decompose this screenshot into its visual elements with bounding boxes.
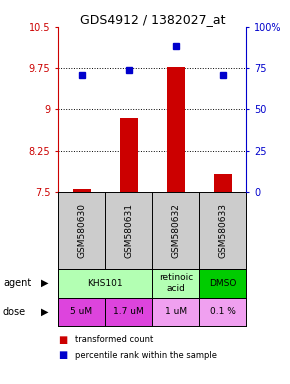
Text: KHS101: KHS101 bbox=[87, 279, 123, 288]
Bar bbox=[167, 67, 185, 192]
Bar bbox=[120, 118, 138, 192]
Bar bbox=[152, 269, 200, 298]
Title: GDS4912 / 1382027_at: GDS4912 / 1382027_at bbox=[79, 13, 225, 26]
Bar bbox=[152, 298, 200, 326]
Text: GSM580633: GSM580633 bbox=[218, 203, 227, 258]
Bar bbox=[105, 298, 152, 326]
Text: 0.1 %: 0.1 % bbox=[210, 308, 236, 316]
Text: ■: ■ bbox=[58, 350, 67, 360]
Text: ▶: ▶ bbox=[41, 307, 49, 317]
Text: 1.7 uM: 1.7 uM bbox=[113, 308, 144, 316]
Bar bbox=[72, 189, 90, 192]
Text: 5 uM: 5 uM bbox=[70, 308, 93, 316]
Bar bbox=[199, 269, 246, 298]
Text: ▶: ▶ bbox=[41, 278, 49, 288]
Text: retinoic
acid: retinoic acid bbox=[159, 273, 193, 293]
Text: DMSO: DMSO bbox=[209, 279, 237, 288]
Bar bbox=[214, 174, 232, 192]
Text: GSM580631: GSM580631 bbox=[124, 203, 133, 258]
Text: 1 uM: 1 uM bbox=[165, 308, 187, 316]
Text: percentile rank within the sample: percentile rank within the sample bbox=[75, 351, 218, 360]
Text: transformed count: transformed count bbox=[75, 335, 154, 344]
Bar bbox=[199, 298, 246, 326]
Text: GSM580632: GSM580632 bbox=[171, 203, 180, 258]
Text: GSM580630: GSM580630 bbox=[77, 203, 86, 258]
Bar bbox=[58, 269, 152, 298]
Bar bbox=[58, 298, 105, 326]
Text: ■: ■ bbox=[58, 335, 67, 345]
Text: agent: agent bbox=[3, 278, 31, 288]
Text: dose: dose bbox=[3, 307, 26, 317]
